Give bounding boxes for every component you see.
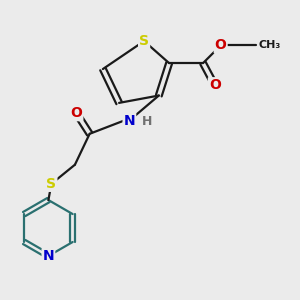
Text: N: N [124, 114, 135, 128]
Text: CH₃: CH₃ [259, 40, 281, 50]
Text: O: O [215, 38, 226, 52]
Text: H: H [142, 115, 152, 128]
Text: S: S [46, 177, 56, 191]
Text: O: O [70, 106, 82, 120]
Text: O: O [209, 78, 221, 92]
Text: S: S [139, 34, 149, 48]
Text: N: N [43, 249, 54, 263]
